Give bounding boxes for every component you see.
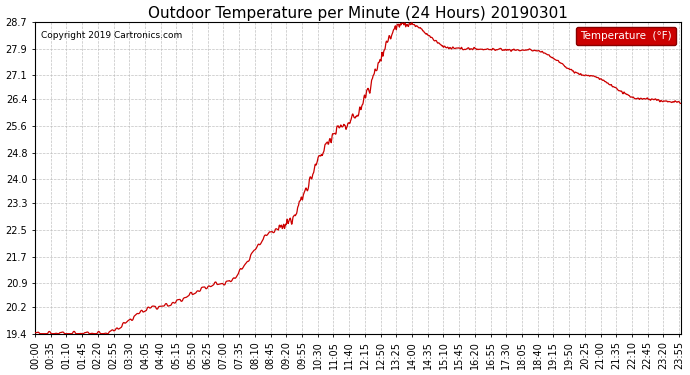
Legend: Temperature  (°F): Temperature (°F) — [575, 27, 676, 45]
Text: Copyright 2019 Cartronics.com: Copyright 2019 Cartronics.com — [41, 31, 183, 40]
Title: Outdoor Temperature per Minute (24 Hours) 20190301: Outdoor Temperature per Minute (24 Hours… — [148, 6, 568, 21]
